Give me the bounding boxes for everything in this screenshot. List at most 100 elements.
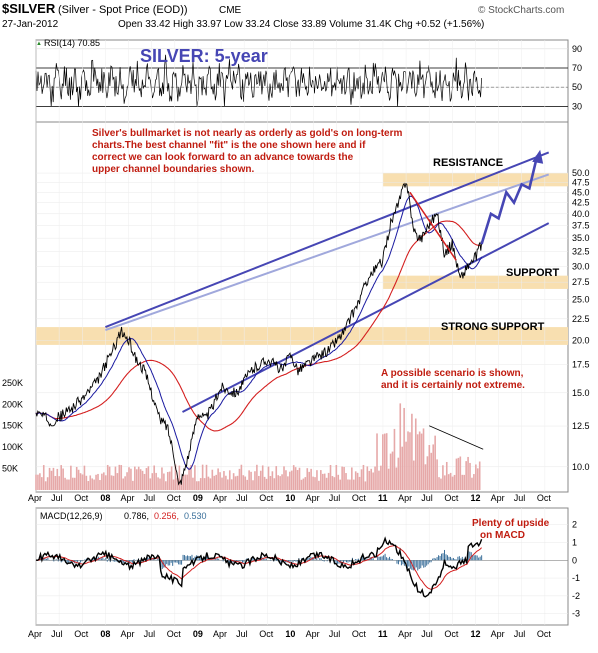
macd-note-line: on MACD bbox=[480, 530, 525, 541]
x-tick-label: 11 bbox=[378, 493, 388, 503]
x-tick-label: Jul bbox=[421, 493, 433, 503]
resistance-label: RESISTANCE bbox=[433, 157, 503, 169]
x-tick-label-bottom: Jul bbox=[421, 629, 433, 639]
x-tick-label: Apr bbox=[306, 493, 320, 503]
commentary-line: Silver's bullmarket is not nearly as ord… bbox=[92, 128, 403, 139]
chart-description: (Silver - Spot Price (EOD)) bbox=[58, 4, 188, 16]
x-tick-label: Oct bbox=[259, 493, 274, 503]
x-tick-label: 08 bbox=[100, 493, 110, 503]
moving-average-long bbox=[35, 220, 482, 432]
x-tick-label-bottom: Apr bbox=[398, 629, 412, 639]
commentary-line: charts.The best channel "fit" is the one… bbox=[92, 140, 366, 151]
x-tick-label: 10 bbox=[285, 493, 295, 503]
price-tick-label: 15.0 bbox=[572, 388, 590, 398]
x-tick-label: Apr bbox=[213, 493, 227, 503]
volume-tick-label: 100K bbox=[2, 442, 23, 452]
inner-channel-line bbox=[105, 173, 550, 332]
chart-date: 27-Jan-2012 bbox=[2, 19, 59, 30]
quote-line: Open 33.42 High 33.97 Low 33.24 Close 33… bbox=[118, 19, 484, 30]
x-tick-label-bottom: 08 bbox=[100, 629, 110, 639]
macd-tick-label: 1 bbox=[572, 537, 577, 547]
chart-exchange: CME bbox=[219, 5, 242, 16]
chart-symbol: $SILVER bbox=[2, 1, 56, 16]
x-tick-label: Apr bbox=[121, 493, 135, 503]
x-tick-label-bottom: Apr bbox=[28, 629, 42, 639]
projection-arrowhead-icon bbox=[532, 149, 544, 164]
rsi-tick-label: 50 bbox=[572, 82, 582, 92]
commentary-line: correct we can look forward to an advanc… bbox=[92, 152, 354, 163]
macd-tick-label: 2 bbox=[572, 520, 577, 530]
volume-tick-label: 50K bbox=[2, 464, 18, 474]
price-tick-label: 40.0 bbox=[572, 209, 590, 219]
x-tick-label-bottom: 09 bbox=[193, 629, 203, 639]
downtrend-line bbox=[409, 191, 457, 261]
x-tick-label-bottom: Oct bbox=[259, 629, 274, 639]
macd-tick-label: -2 bbox=[572, 591, 580, 601]
macd-hist-value: 0.530 bbox=[184, 511, 207, 521]
x-tick-label-bottom: Apr bbox=[491, 629, 505, 639]
x-tick-label: Jul bbox=[236, 493, 248, 503]
commentary-line: upper channel boundaries shown. bbox=[92, 164, 254, 175]
price-line bbox=[35, 182, 483, 486]
x-tick-label: Apr bbox=[491, 493, 505, 503]
price-tick-label: 42.5 bbox=[572, 198, 590, 208]
price-tick-label: 17.5 bbox=[572, 360, 590, 370]
x-tick-label: Jul bbox=[51, 493, 63, 503]
macd-line bbox=[35, 536, 483, 598]
rsi-tick-label: 90 bbox=[572, 44, 582, 54]
watermark: © StockCharts.com bbox=[478, 5, 564, 16]
macd-signal-value: 0.256, bbox=[154, 511, 179, 521]
price-tick-label: 45.0 bbox=[572, 187, 590, 197]
macd-panel-frame bbox=[35, 507, 569, 626]
price-tick-label: 12.5 bbox=[572, 421, 590, 431]
x-tick-label: Oct bbox=[352, 493, 367, 503]
x-tick-label-bottom: Jul bbox=[144, 629, 156, 639]
x-tick-label: Apr bbox=[28, 493, 42, 503]
price-tick-label: 50.0 bbox=[572, 168, 590, 178]
price-tick-label: 37.5 bbox=[572, 221, 590, 231]
macd-tick-label: -1 bbox=[572, 573, 580, 583]
x-tick-label-bottom: Oct bbox=[444, 629, 459, 639]
macd-tick-label: 0 bbox=[572, 555, 577, 565]
x-tick-label-bottom: Apr bbox=[306, 629, 320, 639]
upper-channel-line bbox=[105, 151, 550, 329]
price-tick-label: 32.5 bbox=[572, 247, 590, 257]
x-tick-label: Jul bbox=[329, 493, 341, 503]
price-tick-label: 27.5 bbox=[572, 277, 590, 287]
x-tick-label: 09 bbox=[193, 493, 203, 503]
macd-note-line: Plenty of upside bbox=[472, 518, 550, 529]
macd-label: MACD(12,26,9) bbox=[40, 511, 103, 521]
price-tick-label: 35.0 bbox=[572, 233, 590, 243]
volume-tick-label: 200K bbox=[2, 399, 23, 409]
x-tick-label: Oct bbox=[74, 493, 89, 503]
chart-title: SILVER: 5-year bbox=[140, 46, 268, 66]
x-tick-label-bottom: 11 bbox=[378, 629, 388, 639]
price-tick-label: 10.0 bbox=[572, 462, 590, 472]
price-tick-label: 30.0 bbox=[572, 261, 590, 271]
x-tick-label-bottom: Jul bbox=[514, 629, 526, 639]
x-tick-label-bottom: Oct bbox=[74, 629, 89, 639]
x-tick-label: Oct bbox=[444, 493, 459, 503]
rsi-line bbox=[35, 54, 482, 107]
x-tick-label-bottom: 10 bbox=[285, 629, 295, 639]
x-tick-label-bottom: Oct bbox=[352, 629, 367, 639]
macd-tick-label: -3 bbox=[572, 609, 580, 619]
x-tick-label-bottom: Jul bbox=[236, 629, 248, 639]
moving-average-short bbox=[35, 195, 483, 470]
x-tick-label-bottom: Apr bbox=[213, 629, 227, 639]
price-tick-label: 22.5 bbox=[572, 314, 590, 324]
price-tick-label: 47.5 bbox=[572, 177, 590, 187]
x-tick-label: Apr bbox=[398, 493, 412, 503]
macd-value: 0.786, bbox=[124, 511, 149, 521]
x-tick-label: Jul bbox=[514, 493, 526, 503]
x-tick-label-bottom: Apr bbox=[121, 629, 135, 639]
x-tick-label-bottom: 12 bbox=[470, 629, 480, 639]
rsi-tick-label: 70 bbox=[572, 63, 582, 73]
x-tick-label: 12 bbox=[470, 493, 480, 503]
volume-tick-label: 250K bbox=[2, 378, 23, 388]
x-tick-label-bottom: Oct bbox=[167, 629, 182, 639]
price-tick-label: 20.0 bbox=[572, 335, 590, 345]
volume-tick-label: 150K bbox=[2, 421, 23, 431]
scenario-note-line: and it is certainly not extreme. bbox=[381, 380, 525, 391]
